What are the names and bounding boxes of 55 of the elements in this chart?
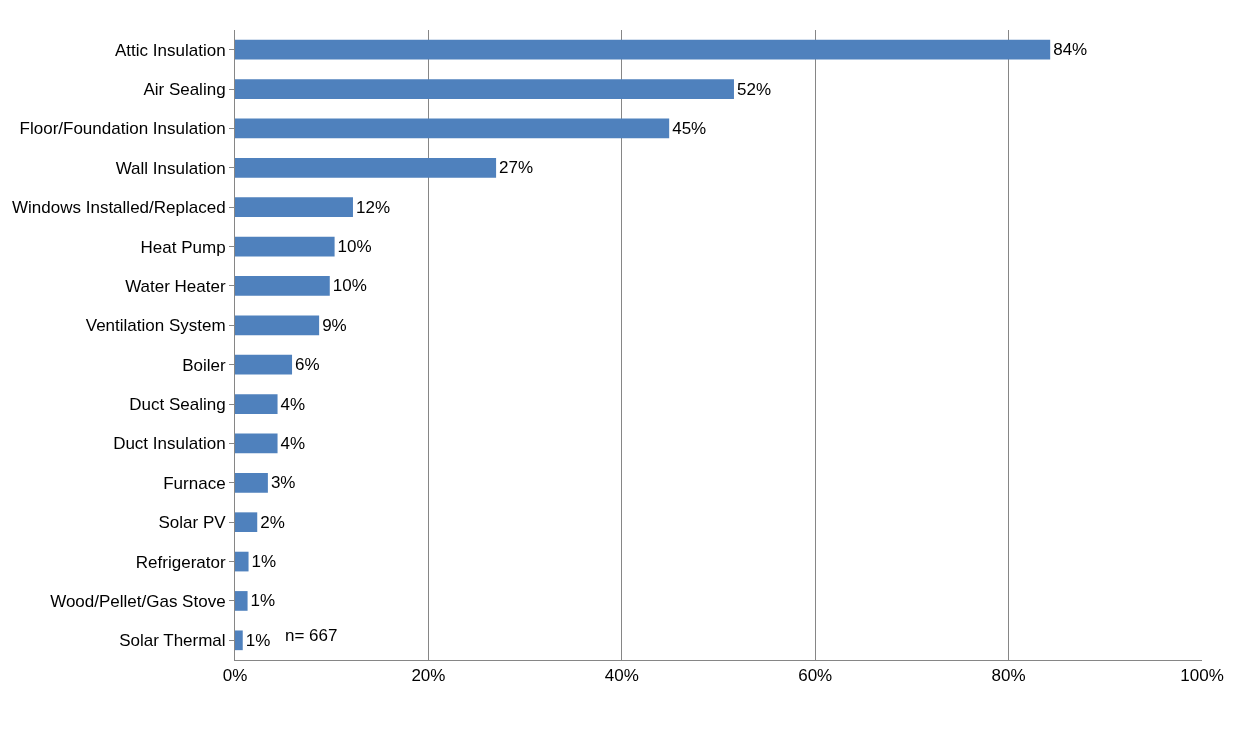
y-tick-label: Attic Insulation	[115, 40, 226, 60]
bar	[235, 472, 268, 493]
x-tick-label: 40%	[604, 666, 639, 686]
y-tick-label: Boiler	[182, 355, 226, 375]
data-label: 1%	[250, 591, 276, 611]
y-tick-label: Water Heater	[125, 276, 226, 296]
x-tick-label: 60%	[798, 666, 833, 686]
data-label: 4%	[280, 394, 306, 414]
annotation: n= 667	[285, 626, 338, 645]
data-label: 6%	[295, 355, 320, 375]
bar	[235, 276, 330, 296]
y-tick-label: Floor/Foundation Insulation	[19, 119, 226, 139]
x-tick-label: 20%	[411, 666, 446, 686]
bar	[235, 433, 278, 454]
data-label: 12%	[355, 197, 390, 217]
bar	[235, 39, 1051, 60]
y-tick-label: Duct Insulation	[113, 434, 226, 454]
bar	[235, 512, 258, 533]
bar	[235, 118, 670, 139]
bar	[235, 236, 335, 257]
data-label: 27%	[499, 158, 534, 178]
y-tick-label: Refrigerator	[135, 552, 226, 572]
data-label: 3%	[270, 473, 296, 493]
bar	[235, 630, 243, 651]
y-tick-label: Air Sealing	[143, 80, 226, 100]
x-tick-label: 80%	[991, 666, 1026, 686]
y-tick-label: Duct Sealing	[129, 395, 226, 415]
data-label: 10%	[332, 276, 367, 296]
data-label: 9%	[322, 315, 347, 335]
data-label: 45%	[672, 118, 707, 138]
data-label: 84%	[1053, 40, 1088, 60]
data-label: 52%	[736, 79, 771, 99]
y-tick-label: Solar PV	[158, 513, 227, 533]
bar	[235, 79, 734, 99]
y-tick-label: Ventilation System	[85, 316, 226, 336]
y-tick-label: Solar Thermal	[119, 631, 226, 651]
bar	[235, 354, 293, 375]
data-label: 4%	[280, 433, 306, 453]
bar	[235, 551, 249, 572]
x-tick-label: 0%	[222, 666, 248, 686]
bar	[235, 315, 320, 336]
y-tick-label: Wall Insulation	[115, 158, 226, 178]
y-tick-label: Heat Pump	[140, 237, 226, 257]
y-tick-label: Furnace	[163, 473, 226, 493]
data-label: 1%	[245, 630, 271, 650]
bar	[235, 591, 248, 611]
data-label: 2%	[260, 512, 285, 532]
y-tick-label: Wood/Pellet/Gas Stove	[50, 591, 226, 611]
bar	[235, 394, 278, 414]
bar	[235, 197, 353, 218]
y-tick-label: Windows Installed/Replaced	[12, 198, 226, 218]
data-label: 1%	[251, 552, 277, 572]
bar	[235, 157, 497, 178]
data-label: 10%	[337, 237, 372, 257]
x-tick-label: 100%	[1180, 666, 1224, 686]
